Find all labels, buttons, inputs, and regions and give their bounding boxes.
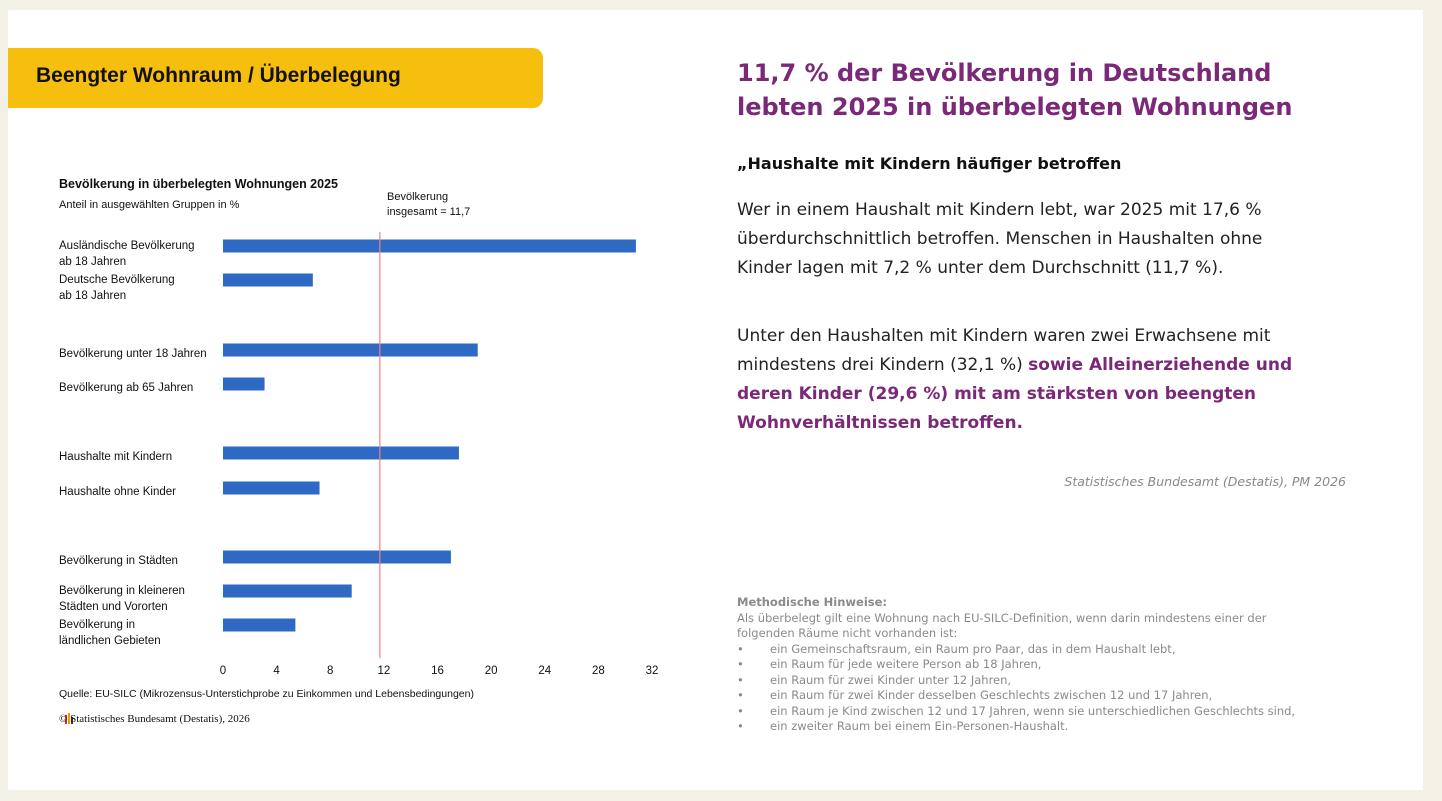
chart-copyright: © Statistisches Bundesamt (Destatis), 20… (59, 713, 250, 725)
bar (223, 273, 313, 287)
x-tick-label: 16 (431, 665, 444, 677)
logo-bar (68, 713, 70, 724)
bar (223, 377, 265, 391)
category-label: Bevölkerung in ländlichen Gebieten (59, 619, 161, 647)
bar (223, 618, 296, 632)
x-tick-label: 0 (220, 665, 226, 677)
category-label: Haushalte mit Kindern (59, 451, 173, 463)
note-item: ein Gemeinschaftsraum, ein Raum pro Paar… (737, 642, 1327, 658)
category-label: Bevölkerung ab 65 Jahren (59, 382, 194, 394)
category-label: Bevölkerung in kleineren Städten und Vor… (59, 585, 185, 613)
bar (223, 584, 352, 598)
highlight: sowie Alleinerziehende und deren Kinder … (737, 355, 1293, 433)
category-label: Haushalte ohne Kinder (59, 486, 176, 498)
source: Statistisches Bundesamt (Destatis), PM 2… (1064, 474, 1346, 489)
note-item: ein Raum für zwei Kinder desselben Gesch… (737, 688, 1327, 704)
notes-intro: Als überbelegt gilt eine Wohnung nach EU… (737, 610, 1267, 641)
paragraph: Unter den Haushalten mit Kindern waren z… (737, 322, 1337, 438)
x-tick-label: 8 (327, 665, 333, 677)
bar (223, 239, 636, 253)
notes-list: ein Gemeinschaftsraum, ein Raum pro Paar… (737, 642, 1327, 735)
bar (223, 446, 459, 460)
x-tick-label: 20 (485, 665, 498, 677)
chart-subtitle: Anteil in ausgewählten Gruppen in % (59, 199, 240, 211)
slide-title: Beengter Wohnraum / Überbelegung (36, 64, 401, 87)
paragraph: Wer in einem Haushalt mit Kindern lebt, … (737, 200, 1263, 278)
category-label: Bevölkerung in Städten (59, 555, 178, 567)
reference-label: Bevölkerung insgesamt = 11,7 (387, 191, 471, 218)
notes-title: Methodische Hinweise: (737, 595, 888, 609)
chart-source: Quelle: EU-SILC (Mikrozensus-Unterstichp… (59, 688, 474, 700)
logo-bar (71, 717, 73, 724)
note-item: ein zweiter Raum bei einem Ein-Personen-… (737, 719, 1327, 735)
note-item: ein Raum für zwei Kinder unter 12 Jahren… (737, 673, 1327, 689)
bar (223, 481, 320, 495)
category-label: Bevölkerung unter 18 Jahren (59, 348, 207, 360)
x-tick-label: 28 (592, 665, 605, 677)
category-label: Deutsche Bevölkerung ab 18 Jahren (59, 274, 175, 302)
x-tick-label: 32 (646, 665, 659, 677)
chart-title: Bevölkerung in überbelegten Wohnungen 20… (59, 177, 338, 191)
logo-bar (65, 715, 67, 724)
category-label: Ausländische Bevölkerung ab 18 Jahren (59, 240, 195, 268)
x-tick-label: 24 (538, 665, 551, 677)
x-tick-label: 12 (377, 665, 390, 677)
bar (223, 343, 478, 357)
logo (65, 713, 73, 724)
headline: 11,7 % der Bevölkerung in Deutschland le… (737, 59, 1293, 121)
x-tick-label: 4 (273, 665, 280, 677)
note-item: ein Raum für jede weitere Person ab 18 J… (737, 657, 1327, 673)
banner (8, 48, 543, 108)
bar (223, 550, 451, 564)
notes: Methodische Hinweise: Als überbelegt gil… (737, 595, 1327, 735)
text: Unter den Haushalten mit Kindern waren z… (737, 326, 1271, 375)
subheading: „Haushalte mit Kindern häufiger betroffe… (737, 154, 1122, 173)
note-item: ein Raum je Kind zwischen 12 und 17 Jahr… (737, 704, 1327, 720)
